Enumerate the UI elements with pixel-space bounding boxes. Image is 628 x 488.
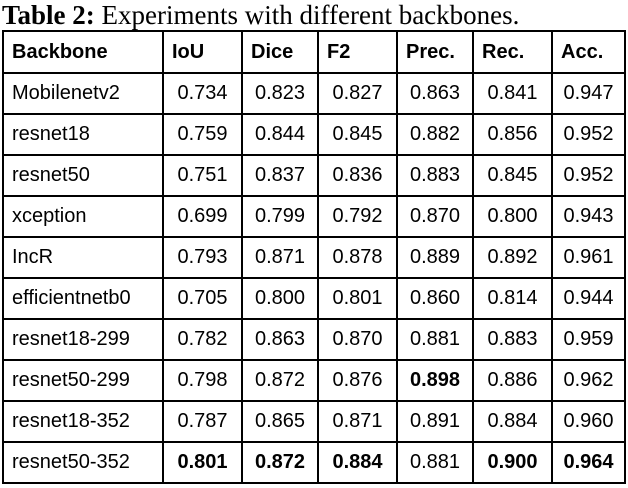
value-cell: 0.782 xyxy=(162,318,243,361)
value-cell: 0.844 xyxy=(241,113,319,156)
value-cell: 0.734 xyxy=(162,72,243,115)
column-header: Prec. xyxy=(396,30,474,74)
column-header: Backbone xyxy=(2,30,164,74)
table-body: Mobilenetv2 0.734 0.823 0.827 0.863 0.841 0.94… xyxy=(2,72,626,484)
value-cell: 0.872 xyxy=(241,441,319,484)
backbone-cell: resnet50-352 xyxy=(2,441,164,484)
value-cell: 0.865 xyxy=(241,400,319,443)
value-cell: 0.883 xyxy=(396,154,474,197)
table-row: resnet18-299 0.782 0.863 0.870 0.881 0.883 0.9… xyxy=(2,318,626,361)
value-cell: 0.884 xyxy=(317,441,398,484)
value-cell: 0.886 xyxy=(472,359,553,402)
value-cell: 0.883 xyxy=(472,318,553,361)
value-cell: 0.827 xyxy=(317,72,398,115)
backbone-cell: resnet18-352 xyxy=(2,400,164,443)
value-cell: 0.943 xyxy=(551,195,626,238)
value-cell: 0.891 xyxy=(396,400,474,443)
value-cell: 0.823 xyxy=(241,72,319,115)
value-cell: 0.705 xyxy=(162,277,243,320)
value-cell: 0.787 xyxy=(162,400,243,443)
value-cell: 0.841 xyxy=(472,72,553,115)
value-cell: 0.878 xyxy=(317,236,398,279)
table-row: efficientnetb0 0.705 0.800 0.801 0.860 0.814 0… xyxy=(2,277,626,320)
table-row: Mobilenetv2 0.734 0.823 0.827 0.863 0.841 0.94… xyxy=(2,72,626,115)
value-cell: 0.814 xyxy=(472,277,553,320)
value-cell: 0.952 xyxy=(551,113,626,156)
table-row: resnet18 0.759 0.844 0.845 0.882 0.856 0.952 xyxy=(2,113,626,156)
value-cell: 0.798 xyxy=(162,359,243,402)
value-cell: 0.845 xyxy=(472,154,553,197)
value-cell: 0.759 xyxy=(162,113,243,156)
column-header: Rec. xyxy=(472,30,553,74)
value-cell: 0.751 xyxy=(162,154,243,197)
value-cell: 0.884 xyxy=(472,400,553,443)
value-cell: 0.964 xyxy=(551,441,626,484)
table-row: resnet50-299 0.798 0.872 0.876 0.898 0.886 0.9… xyxy=(2,359,626,402)
value-cell: 0.801 xyxy=(317,277,398,320)
column-header: F2 xyxy=(317,30,398,74)
table-caption-label: Table 2: xyxy=(2,0,95,30)
value-cell: 0.863 xyxy=(241,318,319,361)
value-cell: 0.960 xyxy=(551,400,626,443)
backbone-cell: resnet18-299 xyxy=(2,318,164,361)
value-cell: 0.863 xyxy=(396,72,474,115)
value-cell: 0.881 xyxy=(396,441,474,484)
column-header: IoU xyxy=(162,30,243,74)
column-header: Acc. xyxy=(551,30,626,74)
value-cell: 0.800 xyxy=(472,195,553,238)
table-row: IncR 0.793 0.871 0.878 0.889 0.892 0.961 xyxy=(2,236,626,279)
value-cell: 0.860 xyxy=(396,277,474,320)
backbone-cell: Mobilenetv2 xyxy=(2,72,164,115)
value-cell: 0.882 xyxy=(396,113,474,156)
table-caption-text: Experiments with different backbones. xyxy=(101,0,520,30)
backbone-cell: resnet18 xyxy=(2,113,164,156)
value-cell: 0.962 xyxy=(551,359,626,402)
value-cell: 0.800 xyxy=(241,277,319,320)
value-cell: 0.898 xyxy=(396,359,474,402)
value-cell: 0.959 xyxy=(551,318,626,361)
value-cell: 0.876 xyxy=(317,359,398,402)
value-cell: 0.944 xyxy=(551,277,626,320)
table-row: resnet50 0.751 0.837 0.836 0.883 0.845 0.952 xyxy=(2,154,626,197)
backbone-cell: efficientnetb0 xyxy=(2,277,164,320)
backbone-cell: IncR xyxy=(2,236,164,279)
value-cell: 0.947 xyxy=(551,72,626,115)
backbone-cell: resnet50-299 xyxy=(2,359,164,402)
value-cell: 0.871 xyxy=(241,236,319,279)
backbone-cell: xception xyxy=(2,195,164,238)
table-row: resnet18-352 0.787 0.865 0.871 0.891 0.884 0.9… xyxy=(2,400,626,443)
value-cell: 0.801 xyxy=(162,441,243,484)
backbone-cell: resnet50 xyxy=(2,154,164,197)
value-cell: 0.837 xyxy=(241,154,319,197)
column-header: Dice xyxy=(241,30,319,74)
table-header-row: Backbone IoU Dice F2 Prec. Rec. Acc. xyxy=(2,30,626,74)
table-row: resnet50-352 0.801 0.872 0.884 0.881 0.900 0.9… xyxy=(2,441,626,484)
value-cell: 0.792 xyxy=(317,195,398,238)
value-cell: 0.892 xyxy=(472,236,553,279)
value-cell: 0.900 xyxy=(472,441,553,484)
value-cell: 0.870 xyxy=(317,318,398,361)
value-cell: 0.870 xyxy=(396,195,474,238)
value-cell: 0.881 xyxy=(396,318,474,361)
value-cell: 0.699 xyxy=(162,195,243,238)
table-row: xception 0.699 0.799 0.792 0.870 0.800 0.943 xyxy=(2,195,626,238)
value-cell: 0.836 xyxy=(317,154,398,197)
results-table: Backbone IoU Dice F2 Prec. Rec. Acc. Mobilenet… xyxy=(2,30,626,484)
value-cell: 0.845 xyxy=(317,113,398,156)
value-cell: 0.799 xyxy=(241,195,319,238)
value-cell: 0.793 xyxy=(162,236,243,279)
value-cell: 0.871 xyxy=(317,400,398,443)
value-cell: 0.856 xyxy=(472,113,553,156)
table-caption: Table 2: Experiments with different back… xyxy=(0,0,628,30)
value-cell: 0.872 xyxy=(241,359,319,402)
value-cell: 0.952 xyxy=(551,154,626,197)
value-cell: 0.961 xyxy=(551,236,626,279)
value-cell: 0.889 xyxy=(396,236,474,279)
